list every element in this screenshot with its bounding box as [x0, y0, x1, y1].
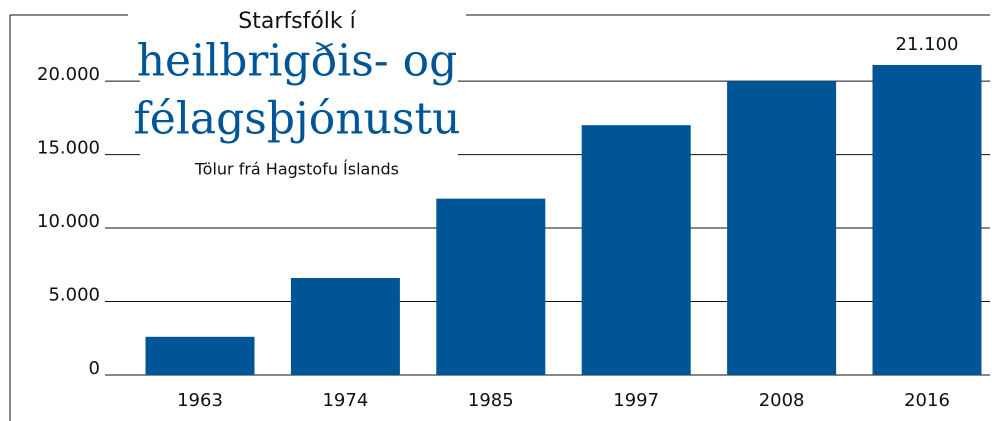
bar: [290, 278, 400, 375]
x-tick-label: 2008: [759, 390, 805, 411]
y-tick-label: 10.000: [37, 211, 100, 232]
y-tick-label: 0: [89, 358, 100, 379]
bar: [145, 336, 255, 375]
chart-subtitle: Tölur frá Hagstofu Íslands: [194, 160, 399, 179]
bar: [872, 64, 982, 376]
x-tick-label: 1985: [468, 390, 514, 411]
bar: [436, 198, 546, 375]
y-tick-label: 5.000: [48, 285, 100, 306]
chart-title: heilbrigðis- og: [137, 36, 458, 87]
bar: [727, 81, 837, 376]
x-tick-label: 1974: [322, 390, 368, 411]
chart-title: félagsþjónustu: [134, 94, 461, 145]
y-tick-label: 20.000: [37, 64, 100, 85]
x-tick-label: 1997: [613, 390, 659, 411]
x-tick-label: 1963: [177, 390, 223, 411]
chart-supertitle: Starfsfólk í: [238, 9, 356, 34]
y-tick-label: 15.000: [37, 138, 100, 159]
data-label: 21.100: [896, 34, 959, 55]
x-tick-label: 2016: [904, 390, 950, 411]
bar: [581, 125, 691, 376]
title-backdrop: [140, 28, 458, 188]
